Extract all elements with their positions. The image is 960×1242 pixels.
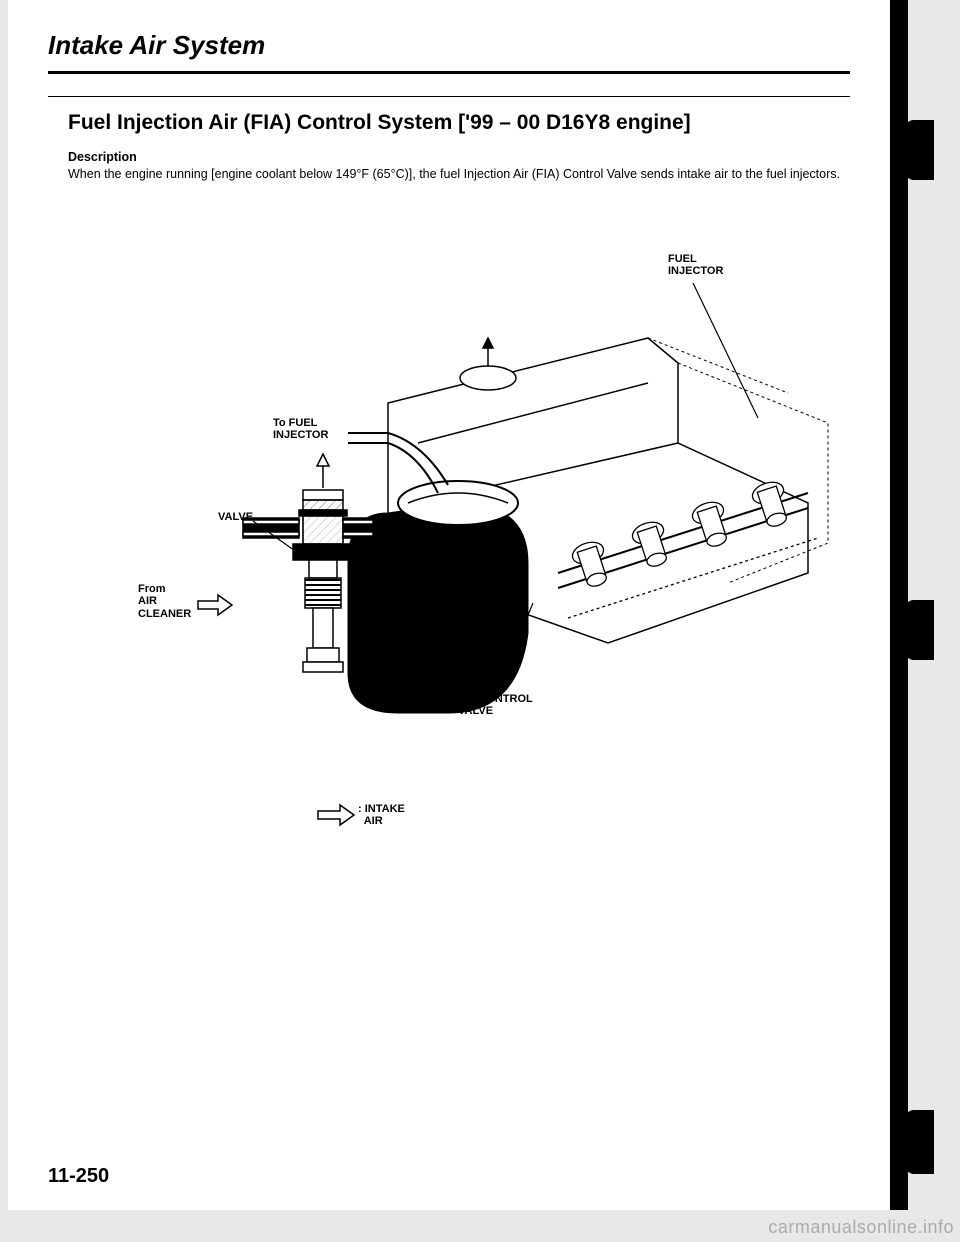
sub-title: Fuel Injection Air (FIA) Control System … (68, 111, 850, 135)
page-number: 11-250 (48, 1165, 109, 1188)
description-body: When the engine running [engine coolant … (68, 167, 840, 181)
edge-tab-mid (900, 600, 934, 660)
rule-thin (48, 96, 850, 97)
watermark: carmanualsonline.info (768, 1217, 954, 1238)
label-fia-control-valve: FIA CONTROL VALVE (458, 693, 533, 718)
label-from-air-cleaner: From AIR CLEANER (138, 583, 191, 621)
label-valve: VALVE (218, 511, 253, 524)
label-fuel-injector: FUEL INJECTOR (668, 253, 723, 278)
diagram-area: FUEL INJECTOR To FUEL INJECTOR VALVE Fro… (88, 243, 888, 883)
edge-tab-top (900, 120, 934, 180)
description-heading: Description (68, 150, 137, 164)
rule-thick (48, 71, 850, 74)
label-intake-air: : INTAKE AIR (358, 803, 405, 828)
main-title: Intake Air System (48, 30, 850, 67)
page-container: Intake Air System Fuel Injection Air (FI… (8, 0, 908, 1210)
page-inner: Intake Air System Fuel Injection Air (FI… (8, 0, 890, 1210)
edge-tab-bottom (900, 1110, 934, 1174)
description-block: Description When the engine running [eng… (68, 149, 850, 183)
diagram-svg (88, 243, 888, 883)
label-to-fuel-injector: To FUEL INJECTOR (273, 417, 328, 442)
